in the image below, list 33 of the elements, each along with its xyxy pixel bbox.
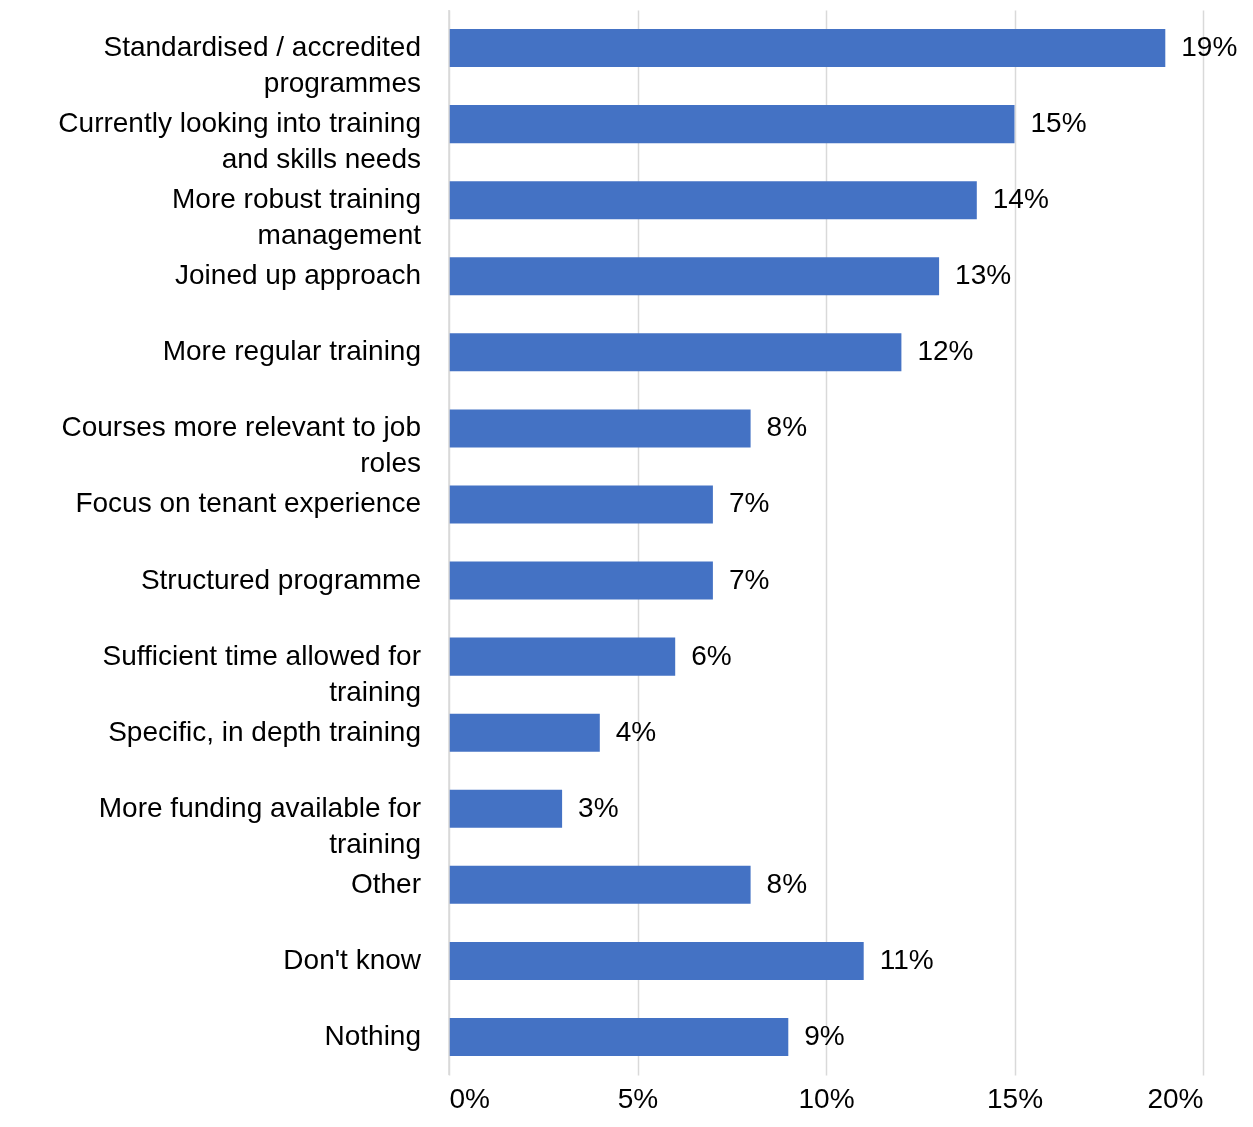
data-label: 12%: [917, 335, 974, 367]
x-tick-label: 10%: [798, 1082, 855, 1114]
data-label: 7%: [728, 563, 770, 595]
data-label: 6%: [691, 639, 732, 671]
y-tick-label: Don't know: [283, 943, 422, 975]
y-tick-label: Specific, in depth training: [108, 715, 421, 747]
y-tick-label: Standardised / accredited programmes: [103, 31, 421, 99]
data-label: 8%: [766, 411, 808, 443]
y-tick-label: Nothing: [324, 1019, 421, 1051]
data-label: 7%: [728, 487, 770, 519]
data-label: 13%: [955, 259, 1012, 291]
y-tick-label: Joined up approach: [175, 259, 421, 291]
data-label: 14%: [992, 183, 1049, 215]
x-tick-label: 5%: [617, 1082, 659, 1114]
data-label: 15%: [1030, 107, 1087, 139]
data-label: 3%: [578, 791, 619, 823]
y-tick-label: Courses more relevant to job roles: [61, 411, 421, 479]
data-label: 8%: [766, 867, 808, 899]
y-tick-label: More funding available for training: [98, 791, 421, 859]
x-tick-label: 15%: [986, 1082, 1044, 1114]
y-tick-label: Currently looking into training and skills needs: [58, 107, 421, 175]
data-label: 9%: [804, 1019, 845, 1051]
y-tick-label: More robust training management: [171, 183, 422, 251]
y-tick-label: Focus on tenant experience: [75, 487, 421, 519]
data-label: 19%: [1181, 31, 1238, 63]
x-tick-label: 20%: [1147, 1082, 1204, 1114]
y-tick-label: Sufficient time allowed for training: [102, 639, 421, 707]
y-tick-label: Other: [350, 867, 421, 899]
x-tick-label: 0%: [449, 1082, 490, 1114]
data-label: 4%: [615, 715, 657, 747]
y-tick-label: More regular training: [162, 335, 421, 367]
data-label: 11%: [879, 943, 934, 975]
y-tick-label: Structured programme: [140, 563, 421, 595]
